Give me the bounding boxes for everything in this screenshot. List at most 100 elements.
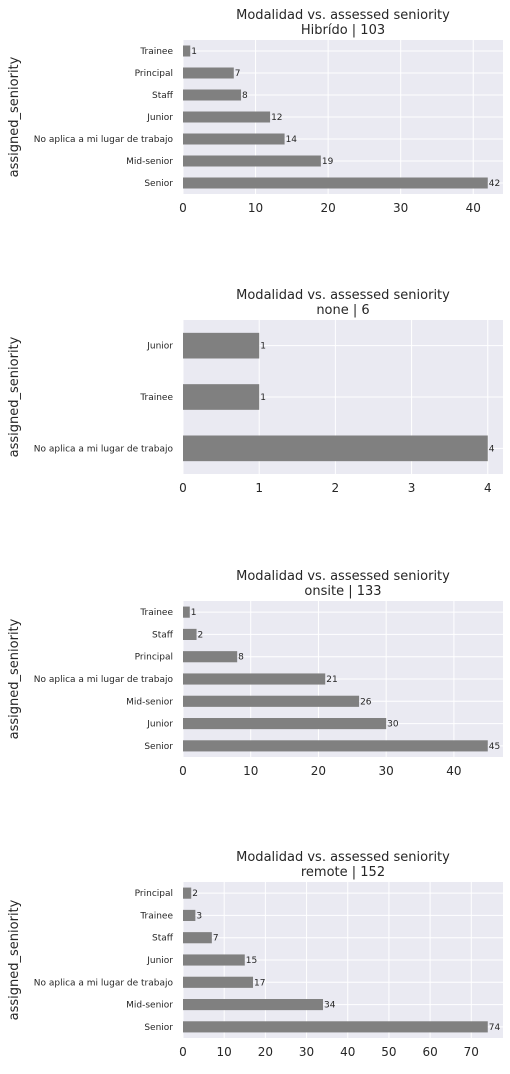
data-label: 7 [213,934,219,944]
y-tick-label: Mid-senior [126,1001,173,1011]
y-tick-label: Senior [144,742,173,752]
y-axis-label: assigned_seniority [7,899,22,1020]
bar [183,384,260,410]
data-label: 12 [271,113,282,123]
y-tick-label: Mid-senior [126,697,173,707]
y-axis-label: assigned_seniority [7,336,22,457]
x-tick-label: 0 [179,1045,187,1059]
data-label: 1 [191,608,197,618]
chart-subtitle: Hibrído | 103 [301,23,385,38]
bar [183,740,488,752]
y-tick-label: Mid-senior [126,157,173,167]
data-label: 30 [387,720,399,730]
x-tick-label: 0 [179,764,187,778]
data-label: 8 [242,91,248,101]
chart-title: Modalidad vs. assessed seniority [236,569,450,584]
chart-4: 0 10 20 30 40 50 60 70 Principal 2 Trainee 3 Staff 7 J… [0,848,510,1070]
chart-svg: 0 10 20 30 40 50 60 70 Principal 2 Trainee 3 Staff 7 J… [7,850,503,1059]
x-tick-label: 30 [393,201,408,215]
bar [183,695,360,707]
y-tick-label: No aplica a mi lugar de trabajo [34,135,174,145]
y-tick-label: Trainee [139,47,173,57]
data-label: 7 [235,69,241,79]
y-tick-label: No aplica a mi lugar de trabajo [34,978,174,988]
y-tick-label: Junior [146,720,173,730]
bar [183,111,271,123]
data-label: 4 [489,444,495,454]
data-label: 2 [192,889,198,899]
y-tick-label: Staff [152,630,174,640]
y-tick-label: Principal [135,69,173,79]
x-tick-label: 10 [248,201,263,215]
bar [183,89,242,101]
bar [183,651,238,663]
bar [183,133,285,145]
x-tick-label: 10 [217,1045,232,1059]
bar [183,606,190,618]
x-tick-label: 20 [258,1045,273,1059]
y-tick-label: Principal [135,653,173,663]
bar [183,954,245,966]
x-tick-label: 0 [179,201,187,215]
chart-subtitle: none | 6 [316,303,369,318]
x-tick-label: 70 [464,1045,479,1059]
x-tick-label: 60 [422,1045,437,1059]
x-tick-label: 4 [484,481,492,495]
x-tick-label: 0 [179,481,187,495]
data-label: 14 [286,135,298,145]
bar [183,155,321,167]
x-tick-label: 3 [408,481,416,495]
data-label: 26 [360,697,372,707]
chart-subtitle: onsite | 133 [304,584,381,599]
bar [183,909,196,921]
chart-title: Modalidad vs. assessed seniority [236,288,450,303]
bar [183,45,191,57]
x-tick-label: 20 [320,201,335,215]
x-tick-label: 1 [255,481,263,495]
y-tick-label: Principal [135,889,173,899]
chart-2: 0 1 2 3 4 Junior 1 Trainee 1 No aplica a mi lugar… [0,283,510,505]
bar [183,435,488,462]
data-label: 42 [489,179,500,189]
chart-svg: 0 10 20 30 40 Trainee 1 Principal 7 Staff 8 Junior 1… [7,8,503,215]
y-tick-label: Trainee [139,393,173,403]
data-label: 17 [254,978,265,988]
data-label: 21 [326,675,337,685]
y-tick-label: Junior [146,113,173,123]
x-tick-label: 2 [332,481,340,495]
bar [183,67,234,79]
data-label: 1 [260,393,266,403]
x-tick-label: 30 [299,1045,314,1059]
chart-title: Modalidad vs. assessed seniority [236,850,450,865]
x-tick-label: 40 [446,764,461,778]
bar [183,887,192,899]
y-tick-label: Senior [144,179,173,189]
y-tick-label: Junior [146,342,173,352]
data-label: 34 [324,1001,336,1011]
data-label: 15 [246,956,257,966]
y-tick-label: No aplica a mi lugar de trabajo [34,444,174,454]
chart-3: 0 10 20 30 40 Trainee 1 Staff 2 Principal 8 No apli… [0,566,510,788]
data-label: 1 [260,342,266,352]
chart-svg: 0 10 20 30 40 Trainee 1 Staff 2 Principal 8 No apli… [7,569,503,778]
x-tick-label: 50 [381,1045,396,1059]
bar [183,673,326,685]
x-tick-label: 40 [340,1045,355,1059]
chart-1: 0 10 20 30 40 Trainee 1 Principal 7 Staff 8 Junior 1… [0,0,510,222]
data-label: 45 [489,742,500,752]
bar [183,177,488,189]
data-label: 74 [489,1023,501,1033]
chart-subtitle: remote | 152 [301,865,385,880]
y-tick-label: Junior [146,956,173,966]
y-tick-label: Staff [152,91,174,101]
bar [183,999,324,1011]
data-label: 2 [198,630,204,640]
bar [183,332,260,359]
y-tick-label: Staff [152,934,174,944]
bar [183,1021,488,1033]
y-tick-label: Senior [144,1023,173,1033]
bar [183,718,387,730]
y-axis-label: assigned_seniority [7,56,22,177]
x-tick-label: 10 [243,764,258,778]
data-label: 19 [322,157,334,167]
